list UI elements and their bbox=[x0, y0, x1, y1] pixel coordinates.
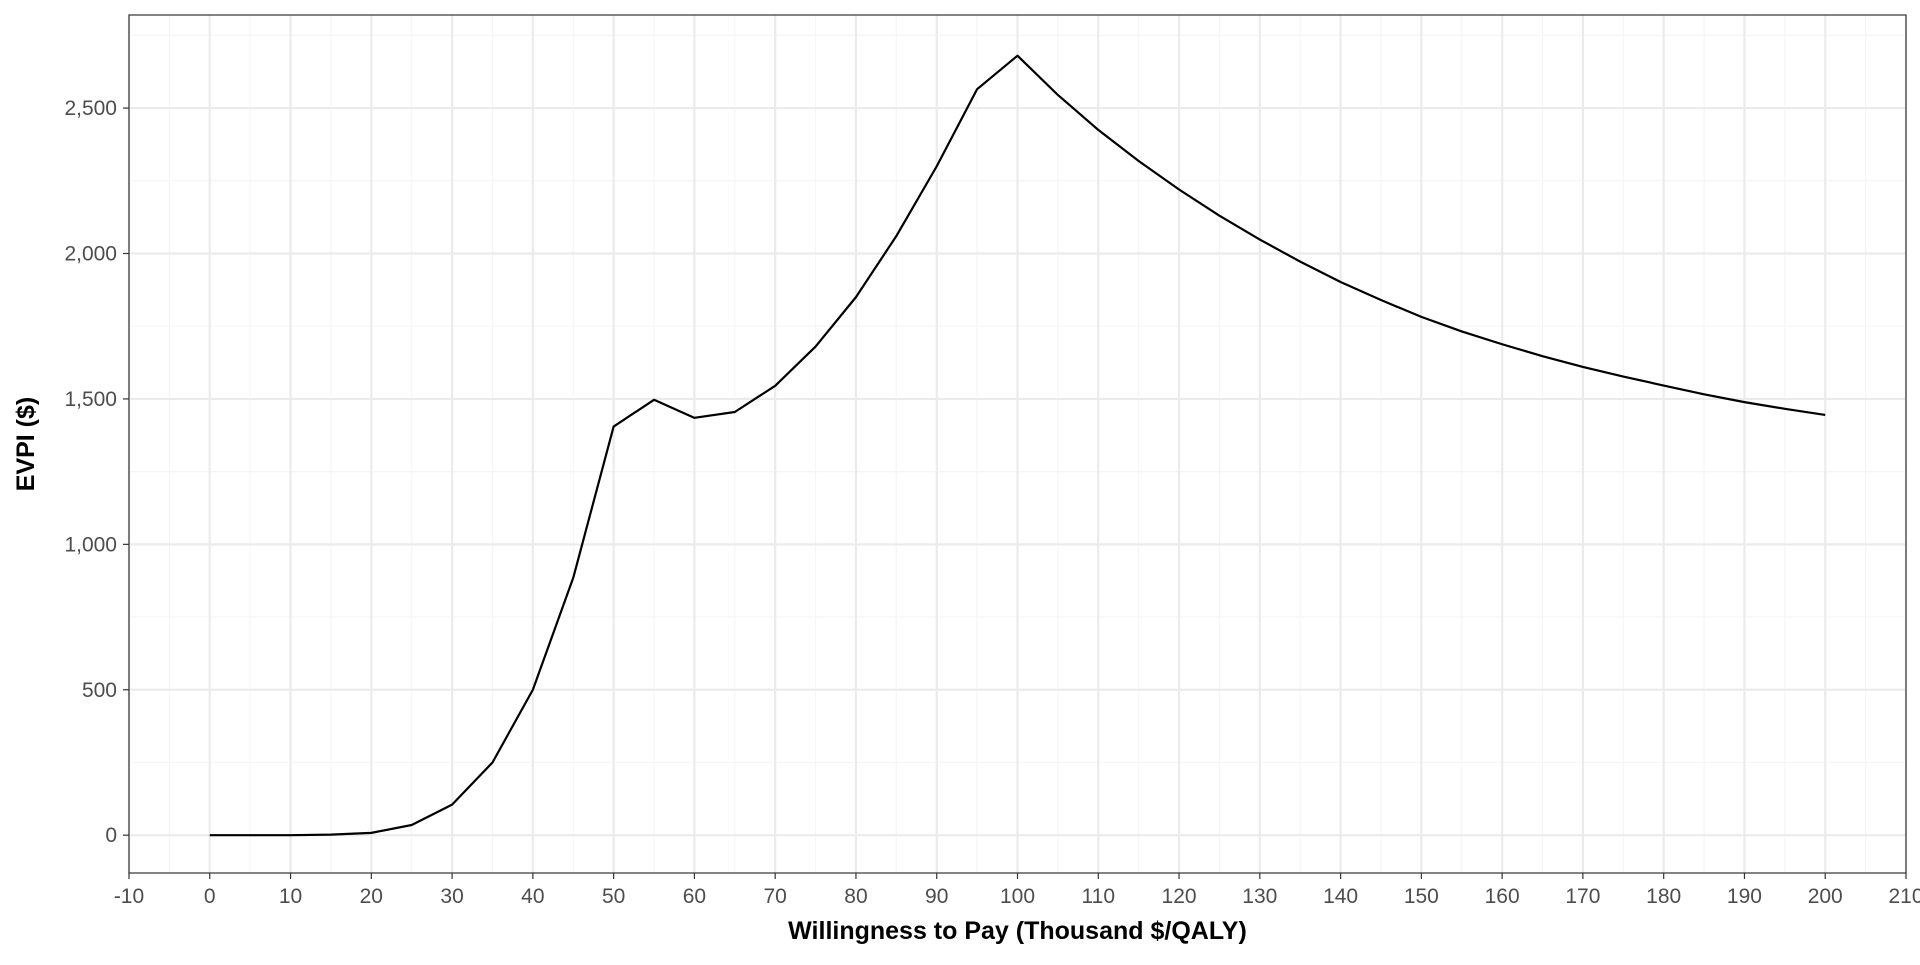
x-tick-label: 130 bbox=[1242, 885, 1277, 908]
x-tick-label: 160 bbox=[1485, 885, 1520, 908]
x-tick-label: 60 bbox=[683, 885, 706, 908]
y-tick-label: 500 bbox=[82, 679, 117, 702]
x-tick-label: 140 bbox=[1323, 885, 1358, 908]
y-axis-title: EVPI ($) bbox=[12, 397, 40, 491]
y-tick-label: 1,500 bbox=[64, 388, 117, 411]
x-tick-label: 210 bbox=[1888, 885, 1920, 908]
y-tick-label: 2,000 bbox=[64, 242, 117, 265]
series-layer bbox=[209, 54, 1826, 837]
x-tick-label: 70 bbox=[764, 885, 787, 908]
x-tick-label: -10 bbox=[114, 885, 144, 908]
x-tick-label: 200 bbox=[1808, 885, 1843, 908]
x-tick-label: 10 bbox=[279, 885, 302, 908]
x-axis-title: Willingness to Pay (Thousand $/QALY) bbox=[788, 917, 1247, 945]
x-tick-label: 20 bbox=[360, 885, 383, 908]
x-tick-label: 90 bbox=[925, 885, 948, 908]
axes: -10 0 10 20 30 40 50 60 70 80 90 100 110 120 130 140 150… bbox=[64, 97, 1920, 908]
y-tick-label: 1,000 bbox=[64, 533, 117, 556]
x-tick-label: 180 bbox=[1646, 885, 1681, 908]
x-tick-label: 190 bbox=[1727, 885, 1762, 908]
x-tick-label: 30 bbox=[440, 885, 463, 908]
x-tick-label: 170 bbox=[1565, 885, 1600, 908]
grid-lines bbox=[127, 15, 1908, 873]
x-tick-label: 40 bbox=[521, 885, 544, 908]
y-tick-label: 2,500 bbox=[64, 97, 117, 120]
y-tick-label: 0 bbox=[105, 824, 117, 847]
x-tick-label: 110 bbox=[1082, 885, 1115, 908]
x-tick-label: 0 bbox=[204, 885, 216, 908]
x-tick-label: 150 bbox=[1404, 885, 1439, 908]
x-tick-label: 100 bbox=[1000, 885, 1035, 908]
series-line bbox=[209, 54, 1826, 837]
x-tick-label: 50 bbox=[602, 885, 625, 908]
x-tick-label: 80 bbox=[844, 885, 867, 908]
x-tick-label: 120 bbox=[1162, 885, 1197, 908]
